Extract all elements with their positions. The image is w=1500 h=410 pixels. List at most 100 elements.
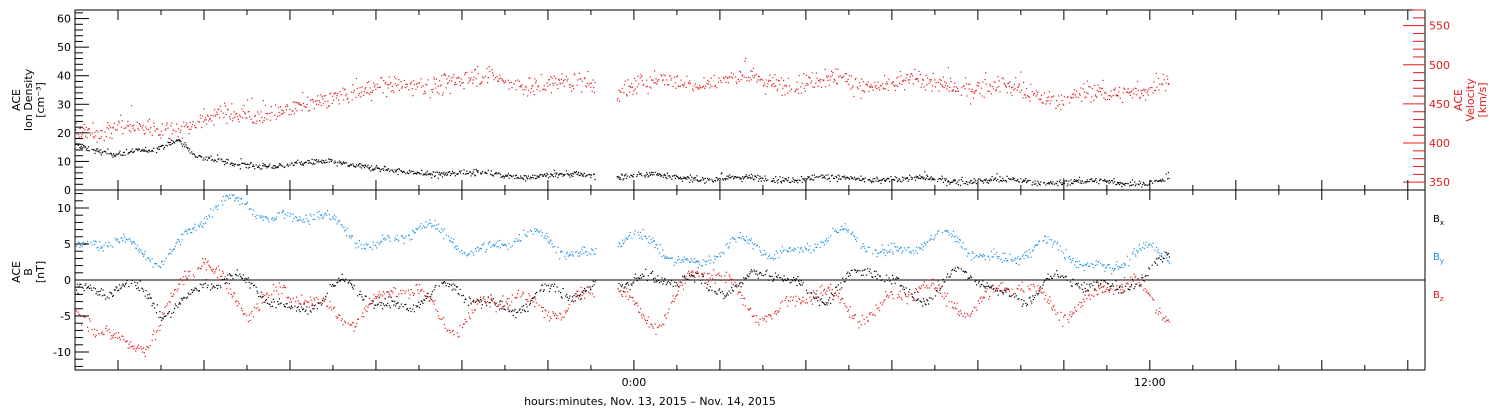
density-point	[1115, 184, 1117, 186]
velocity-point	[181, 137, 183, 139]
density-point	[707, 179, 709, 181]
by-point	[367, 243, 369, 245]
velocity-point	[210, 114, 212, 116]
density-point	[444, 174, 446, 176]
bz-point	[395, 295, 397, 297]
by-point	[1121, 264, 1123, 266]
bx-point	[1048, 278, 1050, 280]
density-point	[786, 180, 788, 182]
density-point	[754, 175, 756, 177]
bz-point	[136, 346, 139, 348]
density-point	[388, 170, 391, 172]
velocity-point	[316, 99, 318, 102]
density-point	[1047, 183, 1049, 185]
density-point	[759, 175, 761, 177]
by-point	[983, 253, 985, 256]
bx-point	[851, 269, 853, 271]
density-point	[623, 175, 626, 177]
by-point	[1023, 257, 1025, 260]
bz-point	[354, 326, 356, 328]
by-point	[179, 241, 181, 243]
by-point	[283, 210, 285, 212]
density-point	[917, 175, 919, 178]
density-point	[87, 149, 89, 152]
by-point	[555, 252, 557, 254]
by-point	[96, 247, 98, 249]
density-point	[504, 176, 506, 178]
density-point	[325, 159, 327, 161]
velocity-point	[1124, 88, 1126, 90]
bx-point	[639, 274, 642, 277]
velocity-point	[676, 75, 679, 77]
density-point	[1025, 178, 1027, 180]
density-point	[589, 174, 591, 176]
by-point	[131, 241, 133, 243]
bx-point	[847, 271, 849, 273]
bx-point	[560, 296, 562, 298]
by-point	[950, 233, 952, 235]
velocity-point	[950, 80, 952, 83]
velocity-point	[590, 86, 592, 88]
by-point	[503, 244, 505, 247]
density-point	[742, 178, 744, 180]
density-point	[1127, 183, 1129, 185]
density-point	[277, 166, 279, 168]
velocity-point	[1103, 97, 1105, 99]
velocity-point	[380, 77, 382, 79]
velocity-point	[939, 78, 941, 80]
bx-point	[301, 306, 303, 308]
by-point	[742, 235, 744, 238]
density-point	[564, 174, 566, 176]
bx-point	[302, 308, 304, 310]
velocity-point	[905, 77, 907, 79]
bx-point	[657, 275, 659, 277]
bx-point	[1081, 284, 1083, 286]
density-point	[431, 177, 433, 179]
by-point	[136, 247, 138, 249]
bx-point	[382, 308, 384, 310]
bz-point	[246, 314, 248, 317]
by-point	[872, 253, 874, 255]
bz-point	[438, 318, 440, 320]
bx-point	[421, 301, 423, 303]
by-point	[415, 228, 417, 230]
bx-point	[549, 287, 551, 290]
velocity-point	[242, 117, 244, 119]
density-point	[585, 174, 588, 176]
by-point	[1149, 243, 1151, 245]
by-point	[569, 253, 571, 255]
velocity-point	[527, 89, 530, 91]
by-point	[885, 250, 888, 252]
velocity-point	[309, 110, 311, 112]
bx-point	[962, 270, 964, 272]
velocity-point	[868, 90, 870, 92]
bz-point	[416, 283, 418, 286]
velocity-point	[1109, 98, 1111, 101]
density-point	[173, 141, 175, 144]
bx-point	[448, 286, 450, 288]
density-point	[1084, 181, 1086, 183]
by-point	[580, 253, 582, 255]
velocity-point	[632, 93, 634, 96]
velocity-point	[279, 106, 282, 108]
density-point	[232, 163, 234, 165]
velocity-point	[911, 73, 913, 75]
density-point	[774, 181, 776, 184]
density-point	[97, 151, 100, 153]
bz-point	[243, 313, 245, 315]
density-point	[1108, 182, 1110, 184]
bx-point	[974, 281, 976, 283]
velocity-point	[176, 123, 178, 125]
bz-point	[241, 307, 243, 309]
density-point	[292, 164, 294, 167]
bx-point	[148, 297, 150, 299]
by-point	[1139, 248, 1141, 250]
velocity-point	[1115, 94, 1117, 96]
bx-point	[670, 279, 673, 282]
bx-point	[1006, 287, 1008, 289]
bx-point	[91, 289, 93, 291]
density-point	[676, 176, 679, 178]
bx-point	[554, 291, 556, 293]
velocity-point	[518, 80, 520, 82]
density-point	[699, 180, 701, 182]
